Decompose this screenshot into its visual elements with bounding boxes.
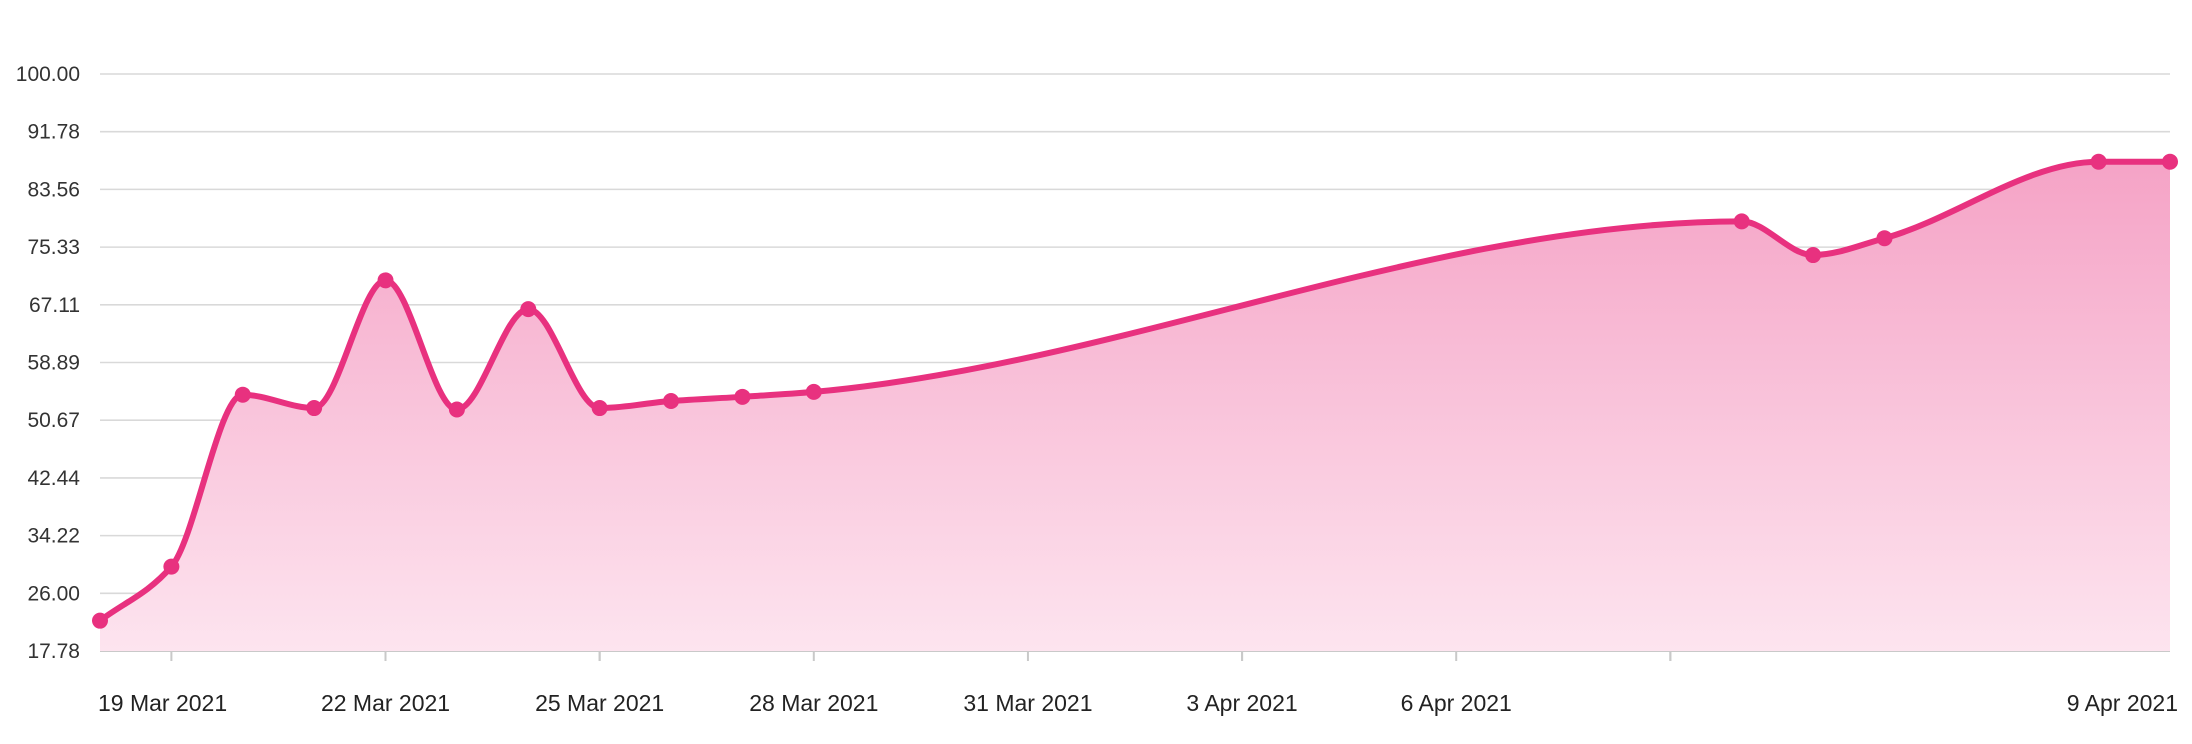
x-tick-label: 22 Mar 2021 [321, 690, 450, 716]
y-tick-label: 34.22 [27, 525, 80, 548]
series-points [92, 153, 2178, 629]
y-tick-label: 83.56 [27, 178, 80, 201]
y-tick-label: 17.78 [27, 640, 80, 663]
y-tick-label: 50.67 [27, 409, 80, 432]
x-tick-label: 9 Apr 2021 [2067, 690, 2178, 716]
y-tick-label: 67.11 [29, 294, 80, 317]
data-point [1805, 247, 1822, 264]
x-tick-label: 19 Mar 2021 [98, 690, 227, 716]
y-tick-label: 75.33 [27, 236, 80, 259]
y-tick-label: 42.44 [27, 467, 80, 490]
y-tick-label: 91.78 [27, 121, 80, 144]
series-line [97, 158, 2173, 624]
x-tick-label: 6 Apr 2021 [1401, 690, 1512, 716]
data-point [1876, 230, 1893, 247]
series-area [100, 161, 2170, 651]
y-tick-label: 26.00 [27, 582, 80, 605]
x-tick-label: 25 Mar 2021 [535, 690, 664, 716]
y-tick-label: 58.89 [27, 352, 80, 375]
data-point [663, 393, 680, 410]
data-point [520, 301, 537, 318]
data-point [2162, 153, 2178, 170]
data-point [377, 272, 394, 289]
data-point [2090, 153, 2107, 170]
x-tick-label: 28 Mar 2021 [749, 690, 878, 716]
x-tick-label: 3 Apr 2021 [1186, 690, 1297, 716]
data-point [92, 612, 108, 629]
data-point [1733, 213, 1750, 230]
x-tick-label: 31 Mar 2021 [963, 690, 1092, 716]
y-tick-label: 100.00 [16, 63, 80, 86]
data-point [734, 388, 751, 405]
data-point [163, 558, 180, 575]
y-axis: 100.00 91.78 83.56 75.33 67.11 58.89 50.67 42.4… [16, 63, 81, 663]
data-point [805, 383, 822, 400]
data-point [234, 386, 251, 403]
data-point [448, 401, 465, 418]
data-point [306, 400, 323, 417]
data-point [591, 400, 608, 417]
x-axis: 19 Mar 2021 22 Mar 2021 25 Mar 2021 28 Mar … [98, 651, 2178, 716]
